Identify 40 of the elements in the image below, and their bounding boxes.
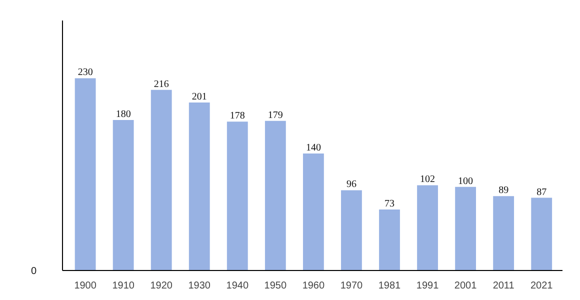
data-label: 89 — [498, 185, 509, 196]
bar — [417, 185, 438, 270]
bar — [188, 102, 210, 270]
x-tick-label: 1991 — [416, 280, 440, 292]
data-label: 179 — [268, 110, 283, 121]
bar — [302, 153, 324, 270]
data-label: 100 — [458, 176, 474, 187]
data-label: 87 — [536, 186, 547, 198]
bar — [74, 78, 96, 270]
bar — [112, 120, 134, 270]
data-label: 180 — [116, 109, 131, 120]
data-label: 140 — [306, 142, 321, 154]
data-label: 178 — [230, 110, 245, 122]
bar — [455, 186, 476, 270]
bar — [493, 196, 514, 270]
x-tick-label: 1900 — [74, 280, 97, 292]
x-tick-label: 1940 — [226, 280, 249, 292]
text: 0 — [30, 266, 37, 277]
bar — [226, 122, 248, 270]
bar — [264, 120, 286, 270]
x-tick-label: 1970 — [340, 280, 364, 292]
bar — [379, 209, 400, 270]
data-label: 230 — [78, 67, 93, 78]
bar — [150, 90, 172, 270]
data-label: 96 — [346, 179, 356, 190]
data-label: 73 — [384, 198, 394, 210]
data-label: 216 — [154, 78, 169, 90]
bar — [531, 198, 552, 270]
x-tick-label: 2011 — [492, 280, 515, 292]
x-tick-label: 1950 — [264, 280, 287, 292]
x-tick-label: 1910 — [112, 280, 135, 292]
x-tick-label: 2001 — [454, 280, 478, 292]
data-label: 201 — [192, 91, 207, 102]
x-tick-label: 1981 — [378, 280, 402, 292]
x-tick-label: 1960 — [302, 280, 326, 292]
bar — [341, 190, 362, 270]
data-label: 102 — [420, 174, 436, 186]
x-tick-label: 1930 — [188, 280, 211, 292]
x-tick-label: 2021 — [530, 280, 554, 292]
x-tick-label: 1920 — [150, 280, 173, 292]
